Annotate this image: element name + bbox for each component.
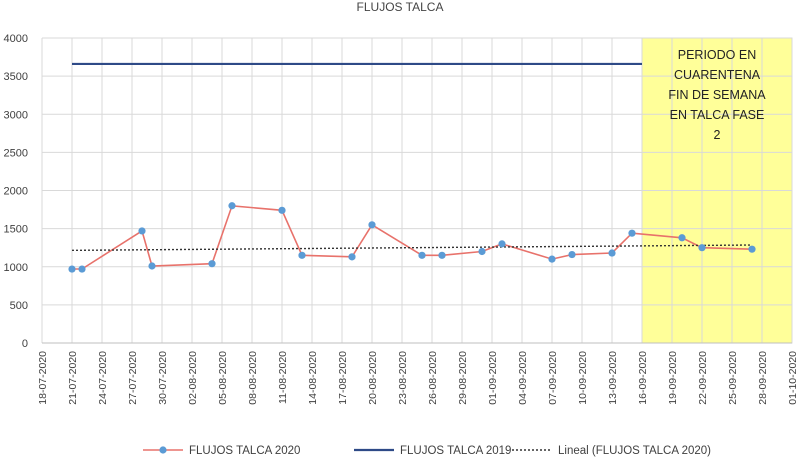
data-point <box>348 253 356 261</box>
x-tick-label: 10-09-2020 <box>577 351 589 405</box>
legend-item-trend[interactable]: Lineal (FLUJOS TALCA 2020) <box>512 445 711 457</box>
legend-item-2020[interactable]: FLUJOS TALCA 2020 <box>143 445 300 457</box>
data-point <box>498 240 506 248</box>
y-tick-label: 0 <box>22 338 28 350</box>
legend[interactable]: FLUJOS TALCA 2020 FLUJOS TALCA 2019 Lineal… <box>143 445 711 457</box>
legend-label: FLUJOS TALCA 2019 <box>400 445 511 457</box>
x-tick-label: 01-10-2020 <box>787 351 799 405</box>
x-tick-label: 29-08-2020 <box>457 351 469 405</box>
data-point <box>278 206 286 214</box>
data-point <box>698 244 706 252</box>
x-tick-label: 28-09-2020 <box>757 351 769 405</box>
y-tick-label: 3500 <box>4 71 28 83</box>
x-tick-label: 13-09-2020 <box>607 351 619 405</box>
y-tick-label: 3000 <box>4 109 28 121</box>
data-point <box>298 251 306 259</box>
y-tick-label: 4000 <box>4 33 28 45</box>
data-point <box>748 245 756 253</box>
x-tick-label: 04-09-2020 <box>517 351 529 405</box>
x-tick-label: 25-09-2020 <box>727 351 739 405</box>
annotation-line: FIN DE SEMANA <box>668 88 766 102</box>
data-point <box>208 260 216 268</box>
legend-label: FLUJOS TALCA 2020 <box>189 445 300 457</box>
x-tick-label: 08-08-2020 <box>247 351 259 405</box>
legend-label: Lineal (FLUJOS TALCA 2020) <box>558 445 711 457</box>
y-tick-label: 2000 <box>4 186 28 198</box>
x-tick-label: 02-08-2020 <box>187 351 199 405</box>
annotation-line: CUARENTENA <box>674 68 761 82</box>
data-point <box>678 234 686 242</box>
data-point <box>228 202 236 210</box>
annotation-line: PERIODO EN <box>678 48 757 62</box>
data-point <box>608 249 616 257</box>
data-point <box>568 250 576 259</box>
x-tick-label: 22-09-2020 <box>697 351 709 405</box>
x-tick-label: 17-08-2020 <box>337 351 349 405</box>
axes: 0 500 1000 1500 2000 2500 3000 3500 4000 18-07-20… <box>4 33 799 405</box>
x-tick-label: 19-09-2020 <box>667 351 679 405</box>
y-tick-label: 500 <box>10 300 28 312</box>
y-tick-label: 1500 <box>4 224 28 236</box>
trend-line <box>71 244 753 252</box>
x-tick-label: 05-08-2020 <box>217 351 229 405</box>
x-tick-label: 24-07-2020 <box>97 351 109 405</box>
x-tick-label: 23-08-2020 <box>397 351 409 405</box>
data-point <box>628 229 636 237</box>
data-point <box>68 265 76 273</box>
quarantine-annotation: PERIODO EN CUARENTENA FIN DE SEMANA EN TALC… <box>668 48 766 142</box>
data-point <box>78 265 86 273</box>
x-tick-label: 16-09-2020 <box>637 351 649 405</box>
x-tick-label: 21-07-2020 <box>67 351 79 405</box>
x-tick-label: 26-08-2020 <box>427 351 439 405</box>
data-point <box>418 251 426 259</box>
data-point <box>478 247 486 256</box>
series-layer <box>68 62 756 273</box>
x-tick-label: 27-07-2020 <box>127 351 139 405</box>
legend-item-2019[interactable]: FLUJOS TALCA 2019 <box>354 445 511 457</box>
annotation-line: 2 <box>714 128 721 142</box>
chart-title: FLUJOS TALCA <box>357 0 444 14</box>
data-point <box>548 255 556 263</box>
data-point <box>138 227 146 235</box>
x-tick-label: 30-07-2020 <box>157 351 169 405</box>
y-tick-label: 2500 <box>4 147 28 159</box>
x-tick-label: 01-09-2020 <box>487 351 499 405</box>
x-tick-label: 11-08-2020 <box>277 351 289 404</box>
data-point <box>148 262 156 270</box>
x-tick-label: 20-08-2020 <box>367 351 379 405</box>
legend-swatch-marker <box>159 446 167 454</box>
data-point <box>438 251 446 259</box>
data-point <box>368 221 376 229</box>
y-tick-label: 1000 <box>4 262 28 274</box>
x-tick-label: 18-07-2020 <box>37 351 49 405</box>
annotation-line: EN TALCA FASE <box>670 108 765 122</box>
x-tick-label: 14-08-2020 <box>307 351 319 405</box>
x-tick-label: 07-09-2020 <box>547 351 559 405</box>
